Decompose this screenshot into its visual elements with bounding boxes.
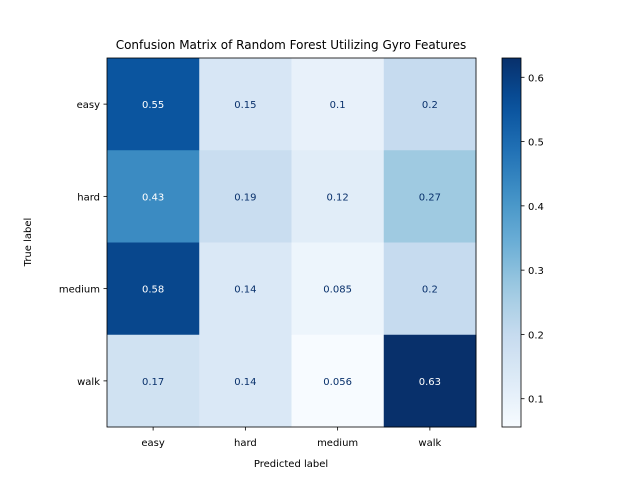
cell-value-label: 0.55 <box>142 100 164 111</box>
heatmap-cell-hard-easy <box>107 150 200 243</box>
colorbar-tick-label: 0.4 <box>528 202 544 213</box>
cell-value-label: 0.056 <box>323 377 352 388</box>
cell-value-label: 0.14 <box>234 377 256 388</box>
colorbar-ticks: 0.1 0.2 0.3 0.4 0.5 0.6 <box>521 73 544 406</box>
chart-title: Confusion Matrix of Random Forest Utiliz… <box>116 38 467 52</box>
colorbar-tick-label: 0.5 <box>528 138 544 149</box>
heatmap-cell-medium-easy <box>107 242 200 336</box>
colorbar-tick-label: 0.1 <box>528 395 544 406</box>
heatmap-cells <box>107 58 477 428</box>
heatmap-cell-easy-walk <box>383 58 477 151</box>
heatmap-cell-medium-hard <box>199 242 292 336</box>
heatmap-cell-easy-hard <box>199 58 292 151</box>
heatmap-cell-medium-medium <box>291 242 385 336</box>
x-tick-label: hard <box>234 438 257 449</box>
y-tick-label: walk <box>77 377 100 388</box>
cell-value-label: 0.15 <box>234 100 256 111</box>
x-tick-label: easy <box>141 438 164 449</box>
colorbar <box>501 57 522 428</box>
x-tick-label: medium <box>317 438 358 449</box>
cell-value-label: 0.58 <box>142 285 164 296</box>
y-tick-label: easy <box>77 100 100 111</box>
cell-value-label: 0.2 <box>422 285 438 296</box>
colorbar-tick-label: 0.6 <box>528 73 544 84</box>
x-axis-title: Predicted label <box>254 459 328 470</box>
cell-value-label: 0.14 <box>234 285 256 296</box>
cell-value-label: 0.63 <box>419 377 441 388</box>
y-tick-label: medium <box>59 285 100 296</box>
plot-frame <box>106 57 477 428</box>
cell-value-label: 0.17 <box>142 377 164 388</box>
cell-value-label: 0.085 <box>323 285 352 296</box>
cell-value-label: 0.27 <box>419 192 441 203</box>
heatmap-cell-medium-walk <box>383 242 477 336</box>
heatmap-cell-walk-easy <box>107 334 200 428</box>
x-axis-ticks: easy hard medium walk <box>141 427 442 449</box>
colorbar-tick-label: 0.3 <box>528 266 544 277</box>
cell-value-label: 0.19 <box>234 192 256 203</box>
heatmap-cell-hard-hard <box>199 150 292 243</box>
heatmap-cell-easy-easy <box>107 58 200 151</box>
heatmap-cell-hard-medium <box>291 150 385 243</box>
cell-value-label: 0.2 <box>422 100 438 111</box>
heatmap-cell-easy-medium <box>291 58 385 151</box>
heatmap-cell-walk-hard <box>199 334 292 428</box>
cell-value-label: 0.12 <box>326 192 348 203</box>
y-tick-label: hard <box>77 192 100 203</box>
heatmap-cell-labels: 0.55 0.15 0.1 0.2 0.43 0.19 0.12 0.27 0.58 0.14 0.… <box>142 100 441 388</box>
colorbar-tick-label: 0.2 <box>528 330 544 341</box>
x-tick-label: walk <box>418 438 441 449</box>
cell-value-label: 0.1 <box>330 100 346 111</box>
cell-value-label: 0.43 <box>142 192 164 203</box>
heatmap-cell-walk-medium <box>291 334 385 428</box>
y-axis-title: True label <box>23 218 34 268</box>
y-axis-ticks: easy hard medium walk <box>59 100 107 388</box>
heatmap-cell-hard-walk <box>383 150 477 243</box>
heatmap-cell-walk-walk <box>383 334 477 428</box>
